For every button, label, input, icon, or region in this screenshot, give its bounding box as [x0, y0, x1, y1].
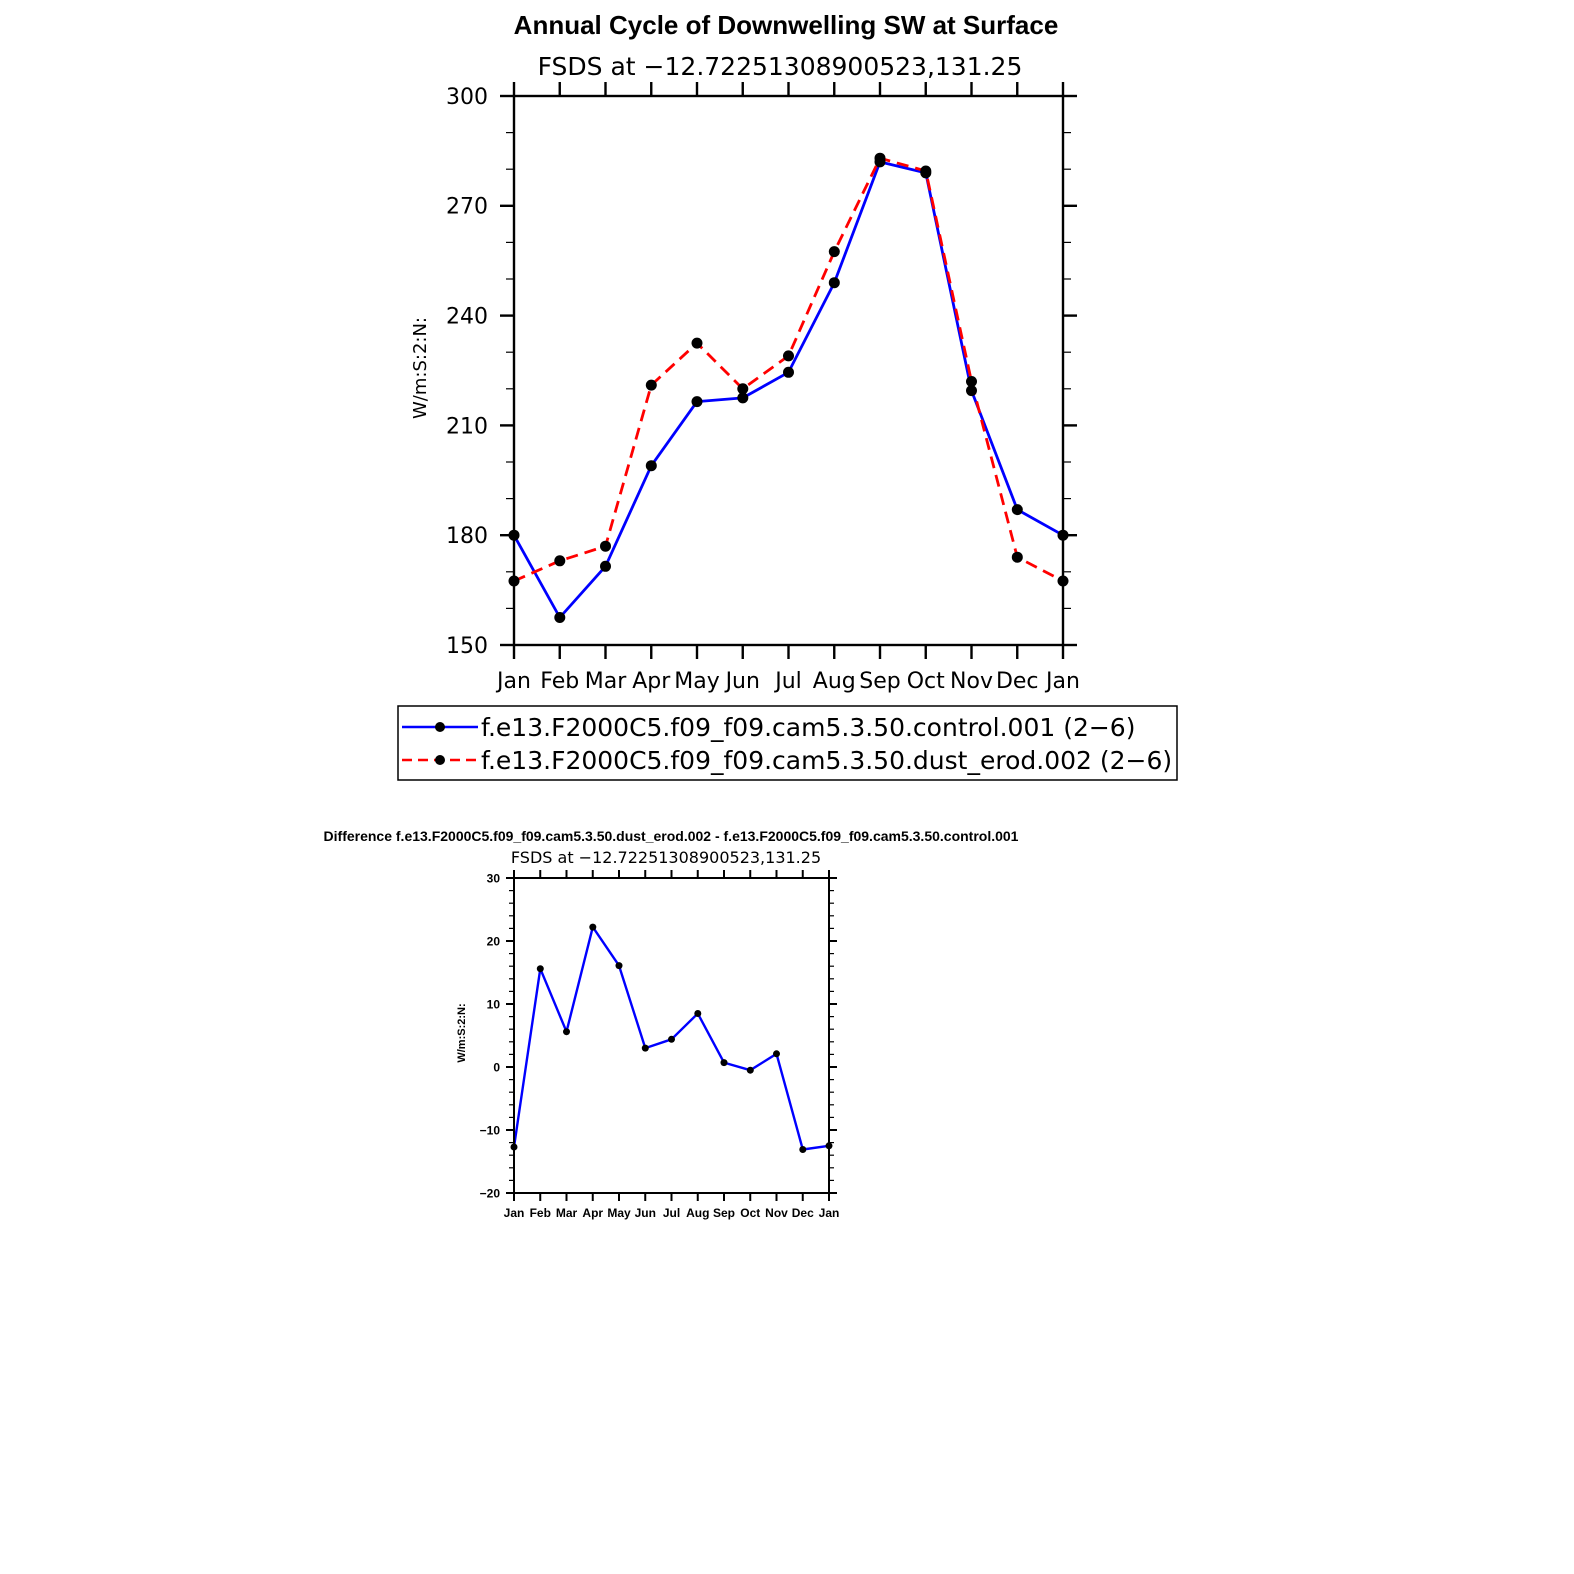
y-tick-label: 270: [446, 195, 488, 220]
y-tick-label: −20: [480, 1186, 501, 1200]
x-tick-label: Sep: [859, 669, 900, 694]
data-point-s1-4: [589, 923, 597, 931]
data-point-s1-6: [737, 392, 749, 404]
y-tick-label: 300: [446, 85, 488, 110]
x-tick-label: Apr: [632, 669, 671, 694]
x-tick-label: Oct: [740, 1206, 760, 1220]
legend: f.e13.F2000C5.f09_f09.cam5.3.50.control.…: [397, 705, 1178, 781]
data-point-s2-2: [554, 555, 566, 567]
top-line-chart: Jan Feb Mar Apr May Jun Jul Aug Sep Oct Nov Dec Jan1…: [446, 82, 1080, 694]
data-point-s1-3: [563, 1028, 570, 1036]
data-point-s1-9: [720, 1059, 728, 1067]
data-point-s1-12: [799, 1146, 807, 1153]
x-tick-label: Mar: [556, 1206, 578, 1220]
data-point-s1-7: [783, 366, 794, 378]
x-tick-label: Jun: [724, 669, 760, 694]
y-axis-label: W/m:S:2:N:: [410, 317, 431, 419]
data-point-s1-10: [746, 1066, 754, 1074]
y-tick-label: 20: [487, 934, 501, 948]
x-tick-label: Jan: [1044, 669, 1080, 694]
legend-marker-control: [435, 722, 445, 732]
x-tick-label: Aug: [686, 1206, 709, 1220]
y-tick-label: 0: [493, 1060, 500, 1074]
data-point-s1-8: [828, 277, 840, 289]
x-tick-label: Mar: [585, 669, 627, 694]
data-point-s1-12: [1011, 504, 1023, 516]
data-point-s1-4: [645, 460, 657, 472]
x-tick-label: Jun: [635, 1206, 656, 1220]
legend-marker-dust: [435, 755, 445, 765]
x-tick-label: Jul: [663, 1206, 680, 1220]
data-point-s1-2: [536, 965, 544, 973]
x-tick-label: Nov: [765, 1206, 788, 1220]
series-line-1: [512, 160, 1064, 619]
data-point-s2-12: [1011, 551, 1023, 563]
y-tick-label: 210: [446, 414, 488, 439]
x-tick-label: Dec: [792, 1206, 814, 1220]
y-tick-label: 240: [446, 305, 488, 330]
x-tick-label: Dec: [996, 669, 1039, 694]
chart-title: Annual Cycle of Downwelling SW at Surfac…: [514, 10, 1059, 40]
data-point-s2-6: [737, 383, 749, 395]
data-point-s1-5: [615, 962, 623, 970]
y-tick-label: 180: [446, 524, 488, 549]
data-point-s2-10: [920, 165, 932, 177]
chart-subtitle: FSDS at −12.72251308900523,131.25: [538, 52, 1023, 81]
data-point-s2-7: [783, 350, 794, 362]
y-tick-label: −10: [480, 1123, 501, 1137]
legend-label-dust: f.e13.F2000C5.f09_f09.cam5.3.50.dust_ero…: [481, 746, 1172, 775]
x-tick-label: May: [607, 1206, 631, 1220]
y-tick-label: 10: [487, 997, 501, 1011]
difference-line-chart: Jan Feb Mar Apr May Jun Jul Aug Sep Oct Nov Dec Jan−…: [480, 870, 840, 1220]
x-tick-label: Feb: [540, 669, 579, 694]
data-point-s2-4: [645, 379, 657, 391]
x-tick-label: Jan: [495, 669, 531, 694]
data-point-s2-9: [874, 152, 886, 164]
x-tick-label: Jan: [819, 1206, 840, 1220]
x-tick-label: Oct: [907, 669, 945, 694]
data-point-s1-7: [668, 1035, 675, 1043]
data-point-s1-2: [554, 612, 566, 623]
x-tick-label: May: [674, 669, 719, 694]
x-tick-label: Jan: [504, 1206, 525, 1220]
x-tick-label: Feb: [530, 1206, 551, 1220]
data-point-s1-5: [691, 396, 703, 408]
x-tick-label: Jul: [773, 669, 802, 694]
data-point-s1-6: [641, 1044, 649, 1052]
y-tick-label: 150: [446, 634, 488, 659]
data-point-s2-8: [828, 246, 840, 258]
x-tick-label: Sep: [713, 1206, 735, 1220]
x-tick-label: Nov: [950, 669, 993, 694]
difference-chart-title: Difference f.e13.F2000C5.f09_f09.cam5.3.…: [324, 828, 1019, 844]
data-point-s1-3: [600, 560, 611, 572]
y-tick-label: 30: [487, 871, 501, 885]
difference-chart-subtitle: FSDS at −12.72251308900523,131.25: [511, 848, 821, 867]
data-point-s1-11: [966, 385, 977, 397]
plot-frame: [513, 877, 830, 1194]
difference-y-axis-label: W/m:S:2:N:: [456, 1003, 468, 1062]
x-tick-label: Apr: [582, 1206, 603, 1220]
data-point-s2-3: [600, 540, 611, 552]
x-tick-label: Aug: [813, 669, 856, 694]
data-point-s2-5: [691, 337, 703, 349]
data-point-s2-11: [966, 376, 977, 387]
data-point-s1-8: [694, 1010, 702, 1017]
legend-label-control: f.e13.F2000C5.f09_f09.cam5.3.50.control.…: [481, 713, 1135, 742]
legend-box: [397, 705, 1178, 781]
data-point-s1-11: [773, 1050, 780, 1058]
